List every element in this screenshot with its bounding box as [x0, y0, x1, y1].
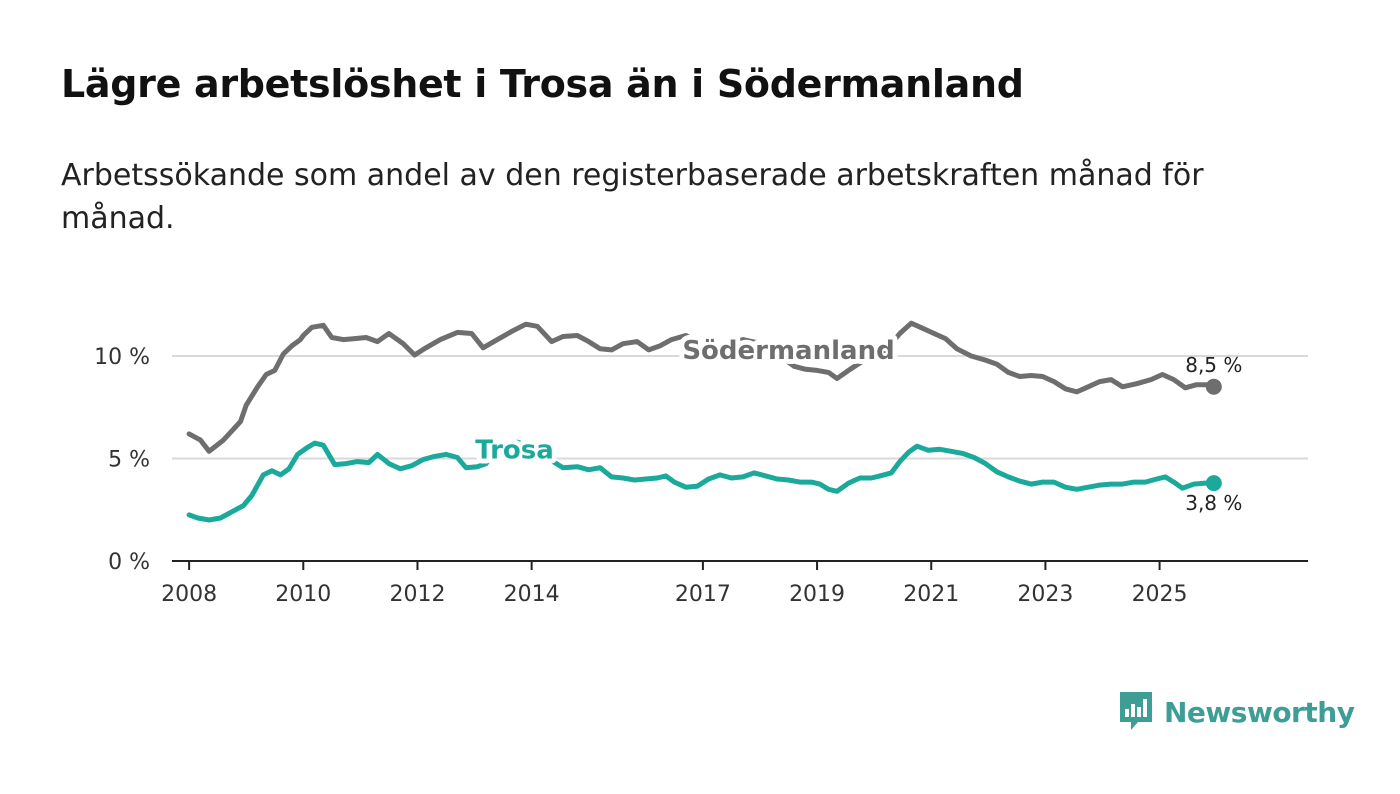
x-tick-label: 2019	[789, 582, 845, 607]
x-tick-label: 2023	[1017, 582, 1073, 607]
x-tick-label: 2021	[903, 582, 959, 607]
x-tick-label: 2008	[161, 582, 217, 607]
bar-chart-icon	[1120, 692, 1152, 730]
end-value-label: 3,8 %	[1185, 491, 1242, 515]
end-value-label: 8,5 %	[1185, 353, 1242, 377]
y-tick-label: 5 %	[108, 448, 150, 473]
x-tick-label: 2025	[1132, 582, 1188, 607]
y-tick-label: 10 %	[94, 345, 150, 370]
series-line-trosa	[186, 439, 1217, 523]
chart-labels: 0 % 5 % 10 % 2008 2010 2012 2014 2017 2019 2021 20…	[94, 331, 1242, 607]
series-line-södermanland	[186, 320, 1217, 454]
chart-title: Lägre arbetslöshet i Trosa än i Söderman…	[61, 62, 1024, 106]
series-label-trosa: Trosa	[475, 435, 554, 465]
newsworthy-logo[interactable]: Newsworthy	[1118, 690, 1355, 734]
end-point-södermanland	[1205, 378, 1222, 395]
x-tick-label: 2014	[504, 582, 560, 607]
x-axis	[172, 560, 1308, 570]
x-tick-label: 2012	[389, 582, 445, 607]
x-tick-label: 2017	[675, 582, 731, 607]
y-tick-label: 0 %	[108, 550, 150, 575]
end-point-trosa	[1205, 475, 1222, 492]
series-label-halo: Trosa	[475, 435, 554, 465]
gridlines	[172, 355, 1308, 460]
series-label-halo: Södermanland	[682, 336, 894, 366]
chart-subtitle: Arbetssökande som andel av den registerb…	[61, 158, 1204, 236]
series-label-södermanland: Södermanland	[682, 336, 894, 366]
series-lines	[186, 320, 1222, 523]
brand-name: Newsworthy	[1164, 695, 1355, 729]
x-tick-label: 2010	[275, 582, 331, 607]
